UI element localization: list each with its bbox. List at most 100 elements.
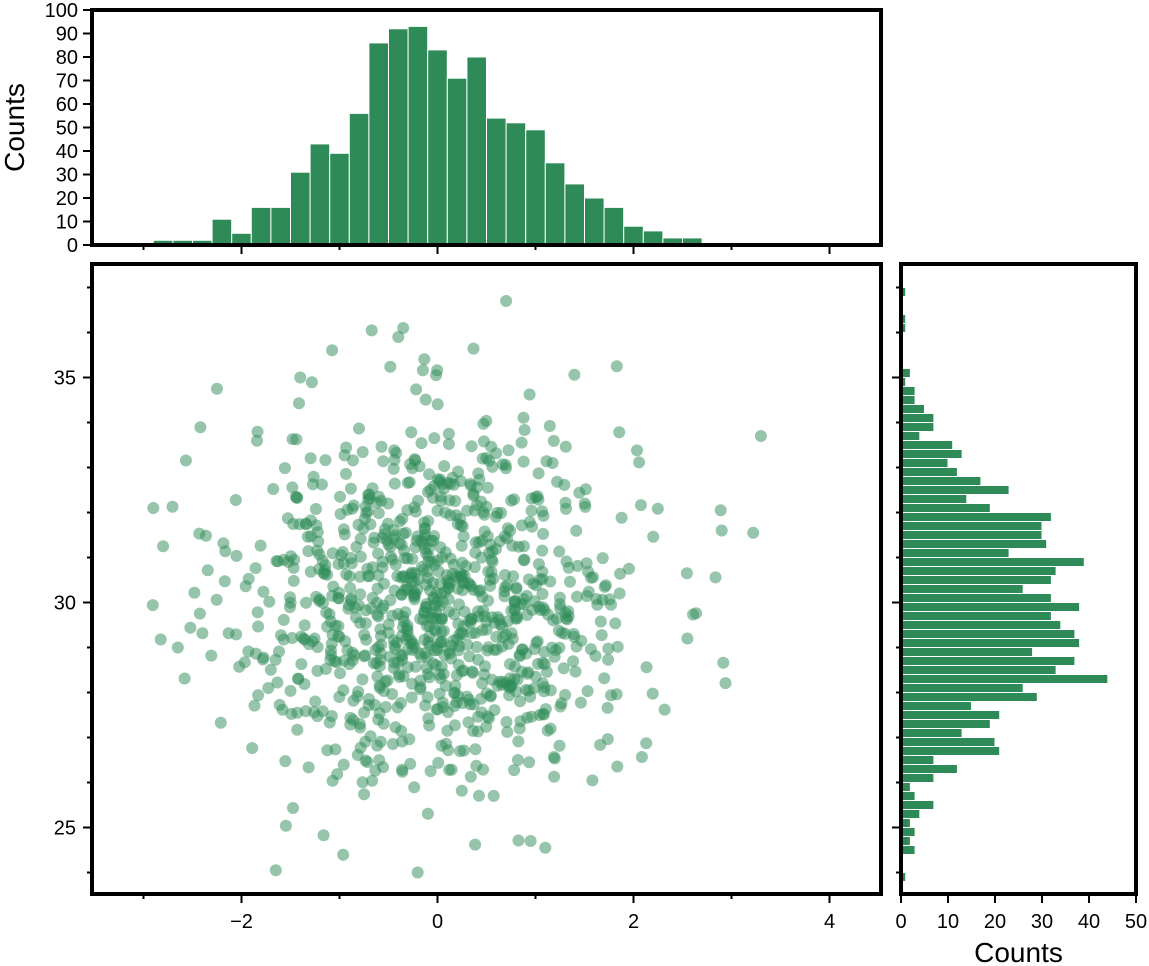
scatter-point <box>404 571 417 584</box>
right-histogram-bar <box>900 809 921 819</box>
scatter-point <box>321 744 334 757</box>
scatter-point <box>595 629 608 642</box>
top-histogram-bar <box>407 25 429 246</box>
scatter-point <box>318 567 331 580</box>
scatter-point <box>291 723 304 736</box>
scatter-point <box>276 703 289 716</box>
scatter-point <box>251 606 264 619</box>
scatter-point <box>302 761 315 774</box>
scatter-point <box>343 599 355 612</box>
scatter-point <box>512 834 525 847</box>
scatter-point <box>334 490 346 503</box>
scatter-point <box>277 613 290 626</box>
scatter-point <box>298 619 311 632</box>
scatter-point <box>717 656 730 669</box>
scatter-point <box>477 435 490 448</box>
scatter-point <box>278 462 291 475</box>
scatter-point <box>319 454 332 467</box>
right-histogram-bar <box>900 629 1076 639</box>
scatter-point <box>646 687 659 700</box>
right-histogram-bar <box>900 746 1001 756</box>
scatter-point <box>428 644 441 657</box>
scatter-point <box>496 640 509 653</box>
scatter-point <box>239 580 252 593</box>
scatter-point <box>587 571 599 584</box>
scatter-point <box>467 342 480 355</box>
scatter-point <box>300 518 313 531</box>
scatter-point <box>596 552 609 565</box>
scatter-point <box>534 604 547 616</box>
top-histogram-bar <box>446 77 468 246</box>
scatter-point <box>525 504 538 517</box>
scatter-point <box>532 558 545 571</box>
scatter-point <box>523 756 536 769</box>
scatter-point <box>571 559 584 572</box>
scatter-point <box>548 650 561 663</box>
right-histogram-bar <box>900 422 935 432</box>
right-histogram-bar <box>900 449 963 459</box>
scatter-point <box>315 478 328 491</box>
top-histogram-bar <box>525 129 546 246</box>
scatter-point <box>439 546 452 559</box>
scatter-point <box>522 573 535 586</box>
scatter-point <box>340 467 352 480</box>
right-histogram-bar <box>900 548 1010 558</box>
scatter-point <box>188 586 201 599</box>
scatter-point <box>372 713 385 726</box>
scatter-point <box>307 470 320 483</box>
top-histogram-bar <box>388 28 409 246</box>
scatter-point <box>470 481 483 494</box>
top-histogram-y-tick-label: 100 <box>45 0 78 22</box>
scatter-point <box>499 569 511 581</box>
scatter-point <box>271 676 284 689</box>
scatter-point <box>754 430 767 442</box>
scatter-point <box>211 382 223 395</box>
scatter-point <box>269 864 282 877</box>
scatter-point <box>376 555 389 568</box>
scatter-point <box>439 679 452 692</box>
scatter-point <box>309 695 322 708</box>
scatter-point <box>205 649 218 662</box>
scatter-point <box>356 673 369 686</box>
scatter-point <box>514 715 527 728</box>
right-histogram-bar <box>900 395 916 405</box>
scatter-point <box>308 632 321 645</box>
scatter-point <box>611 760 624 773</box>
scatter-point <box>609 617 622 630</box>
top-histogram-bar <box>368 42 389 246</box>
scatter-point <box>508 493 520 506</box>
scatter-point <box>448 608 461 621</box>
right-histogram-bar <box>900 755 935 765</box>
scatter-point <box>408 781 421 794</box>
top-histogram-bar <box>466 56 487 246</box>
scatter-point <box>463 693 476 706</box>
scatter-point <box>596 593 609 606</box>
scatter-point <box>709 571 722 584</box>
right-histogram-bar <box>900 539 1048 549</box>
scatter-point <box>455 784 468 797</box>
scatter-point <box>257 585 270 598</box>
right-histogram-bar <box>900 485 1010 495</box>
right-histogram-x-tick-label: 20 <box>984 911 1006 933</box>
right-histogram-bar <box>900 764 958 774</box>
scatter-point <box>387 634 400 647</box>
scatter-point <box>310 590 323 603</box>
right-histogram-bar <box>900 701 972 711</box>
right-histogram-bar <box>900 827 916 837</box>
scatter-point <box>194 421 207 434</box>
scatter-point <box>430 586 443 599</box>
chart-marks <box>146 25 1109 882</box>
scatter-point <box>536 505 549 518</box>
scatter-point <box>332 630 345 643</box>
scatter-point <box>375 495 388 507</box>
scatter-point <box>548 770 561 783</box>
scatter-point <box>292 672 305 685</box>
scatter-point <box>196 627 209 640</box>
scatter-point <box>298 633 311 646</box>
scatter-point <box>569 665 582 678</box>
scatter-point <box>602 642 615 655</box>
scatter-point <box>747 526 760 539</box>
scatter-point <box>287 574 300 587</box>
top-histogram-y-tick-label: 10 <box>56 212 78 234</box>
